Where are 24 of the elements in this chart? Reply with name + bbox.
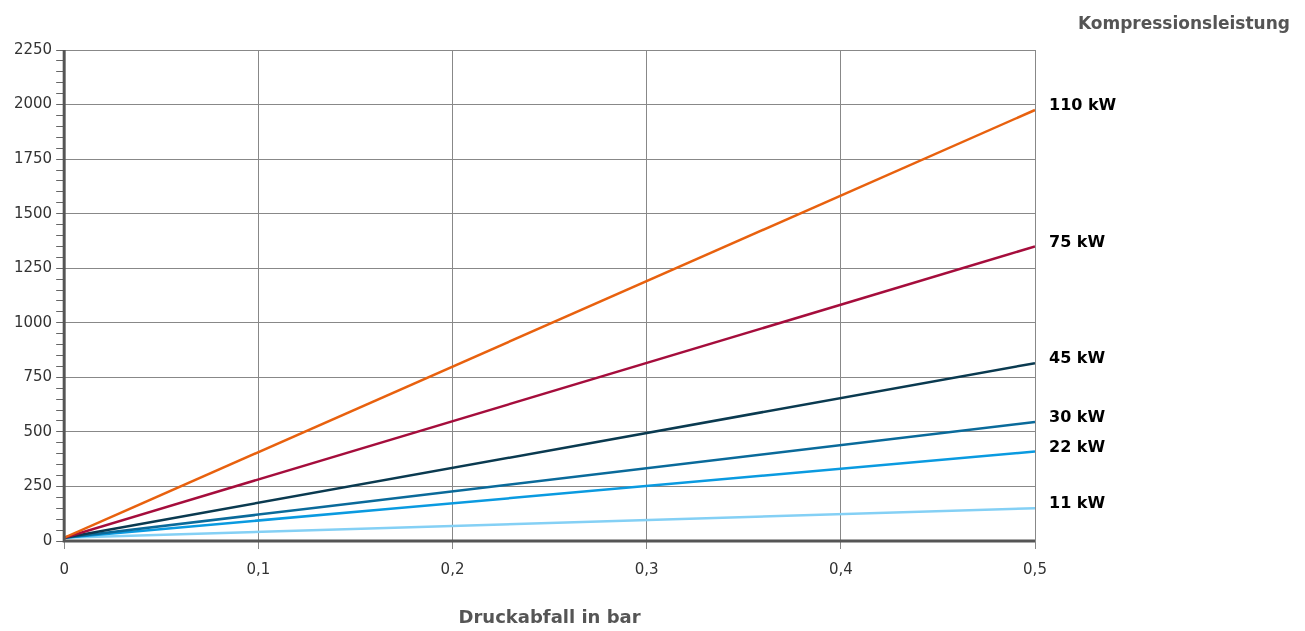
legend-title: Kompressionsleistung (1077, 13, 1290, 34)
y-tick-label: 1250 (13, 258, 53, 277)
y-tick-label: 2250 (13, 39, 53, 58)
series-label: 22 kW (1049, 436, 1106, 456)
x-tick-label: 0,4 (828, 559, 853, 578)
x-tick-label: 0 (59, 559, 69, 578)
y-tick-label: 0 (42, 530, 53, 549)
y-tick-label: 2000 (13, 94, 53, 113)
y-tick-label: 1500 (13, 203, 53, 222)
series-label: 11 kW (1049, 493, 1106, 513)
x-tick-label: 0,3 (634, 559, 659, 578)
y-tick-label: 500 (23, 421, 53, 440)
series-label: 110 kW (1049, 95, 1117, 115)
x-axis-title: Druckabfall in bar (458, 605, 641, 627)
series-label: 75 kW (1049, 231, 1106, 251)
y-tick-label: 750 (23, 367, 53, 386)
y-tick-label: 250 (23, 476, 53, 495)
x-tick-label: 0,1 (246, 559, 271, 578)
y-tick-label: 1000 (13, 312, 53, 331)
y-tick-label: 1750 (13, 149, 53, 167)
series-label: 45 kW (1049, 348, 1106, 368)
series-label: 30 kW (1049, 407, 1106, 427)
x-tick-label: 0,5 (1023, 559, 1047, 578)
x-tick-label: 0,2 (440, 559, 465, 578)
